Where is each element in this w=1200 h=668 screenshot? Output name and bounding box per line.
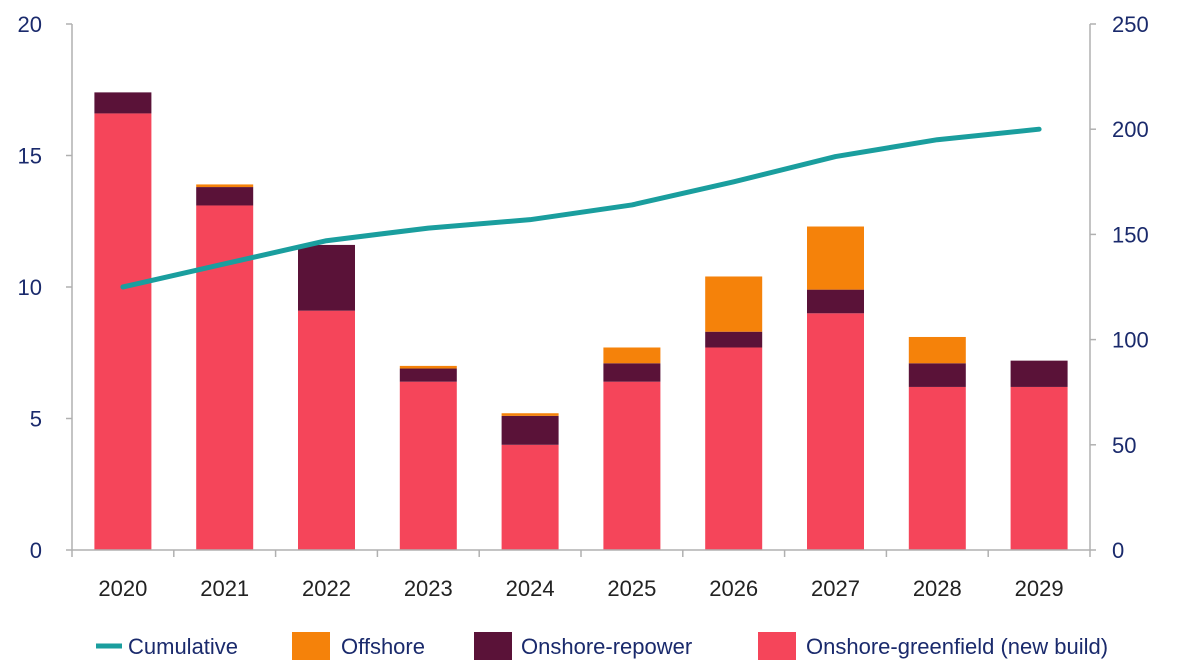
cumulative-line	[120, 126, 1042, 290]
legend-label-onshore-greenfield-new-build: Onshore-greenfield (new build)	[806, 634, 1108, 659]
x-tick-label-2027: 2027	[811, 576, 860, 601]
bar-onshore-repower-2021	[196, 187, 254, 206]
bar-onshore-repower-2020	[94, 92, 152, 114]
bar-onshore-repower-2026	[705, 331, 763, 348]
legend-label-offshore: Offshore	[341, 634, 425, 659]
left-tick-label: 10	[18, 275, 42, 300]
left-tick-label: 15	[18, 144, 42, 169]
x-tick-label-2020: 2020	[98, 576, 147, 601]
x-tick-label-2023: 2023	[404, 576, 453, 601]
bar-onshore-repower-2025	[603, 363, 661, 382]
bar-onshore-repower-2028	[908, 363, 966, 387]
left-tick-label: 0	[30, 538, 42, 563]
left-tick-label: 5	[30, 407, 42, 432]
bar-onshore-greenfield-new-build-2024	[501, 444, 559, 550]
bar-onshore-greenfield-new-build-2025	[603, 381, 661, 550]
bar-onshore-greenfield-new-build-2029	[1010, 386, 1068, 550]
bar-onshore-repower-2022	[298, 244, 355, 311]
cumulative-line-layer	[120, 126, 1042, 290]
legend-label-onshore-repower: Onshore-repower	[521, 634, 692, 659]
right-tick-label: 250	[1112, 12, 1149, 37]
x-tick-label-2022: 2022	[302, 576, 351, 601]
bar-onshore-greenfield-new-build-2028	[908, 386, 966, 550]
legend-swatch-onshore-greenfield-new-build	[758, 632, 796, 660]
bar-offshore-2025	[603, 347, 661, 364]
bar-onshore-greenfield-new-build-2026	[705, 347, 763, 550]
x-tick-label-2021: 2021	[200, 576, 249, 601]
legend-label-cumulative: Cumulative	[128, 634, 238, 659]
bar-onshore-repower-2024	[501, 415, 559, 445]
bar-offshore-2027	[807, 226, 864, 290]
bar-onshore-greenfield-new-build-2027	[807, 313, 864, 550]
bar-onshore-greenfield-new-build-2023	[399, 381, 457, 550]
bars-layer	[94, 92, 1068, 551]
x-tick-label-2026: 2026	[709, 576, 758, 601]
left-tick-label: 20	[18, 12, 42, 37]
legend: Cumulative Offshore Onshore-repower Onshore…	[96, 632, 1108, 660]
x-tick-label-2028: 2028	[913, 576, 962, 601]
x-tick-label-2025: 2025	[607, 576, 656, 601]
bar-offshore-2023	[399, 365, 457, 369]
bar-onshore-repower-2027	[807, 289, 864, 314]
right-tick-label: 150	[1112, 222, 1149, 247]
x-tick-label-2029: 2029	[1015, 576, 1064, 601]
bar-offshore-2024	[501, 413, 559, 416]
legend-swatch-offshore	[292, 632, 330, 660]
bar-offshore-2021	[196, 184, 254, 188]
bar-offshore-2026	[705, 276, 763, 332]
bar-onshore-greenfield-new-build-2022	[298, 310, 355, 550]
bar-offshore-2028	[908, 336, 966, 364]
right-tick-label: 200	[1112, 117, 1149, 142]
legend-swatch-onshore-repower	[474, 632, 512, 660]
bar-onshore-repower-2023	[399, 368, 457, 382]
x-tick-label-2024: 2024	[506, 576, 555, 601]
right-tick-label: 100	[1112, 328, 1149, 353]
bar-onshore-greenfield-new-build-2020	[94, 113, 152, 551]
right-tick-label: 0	[1112, 538, 1124, 563]
bar-onshore-repower-2029	[1010, 360, 1068, 387]
right-tick-label: 50	[1112, 433, 1136, 458]
